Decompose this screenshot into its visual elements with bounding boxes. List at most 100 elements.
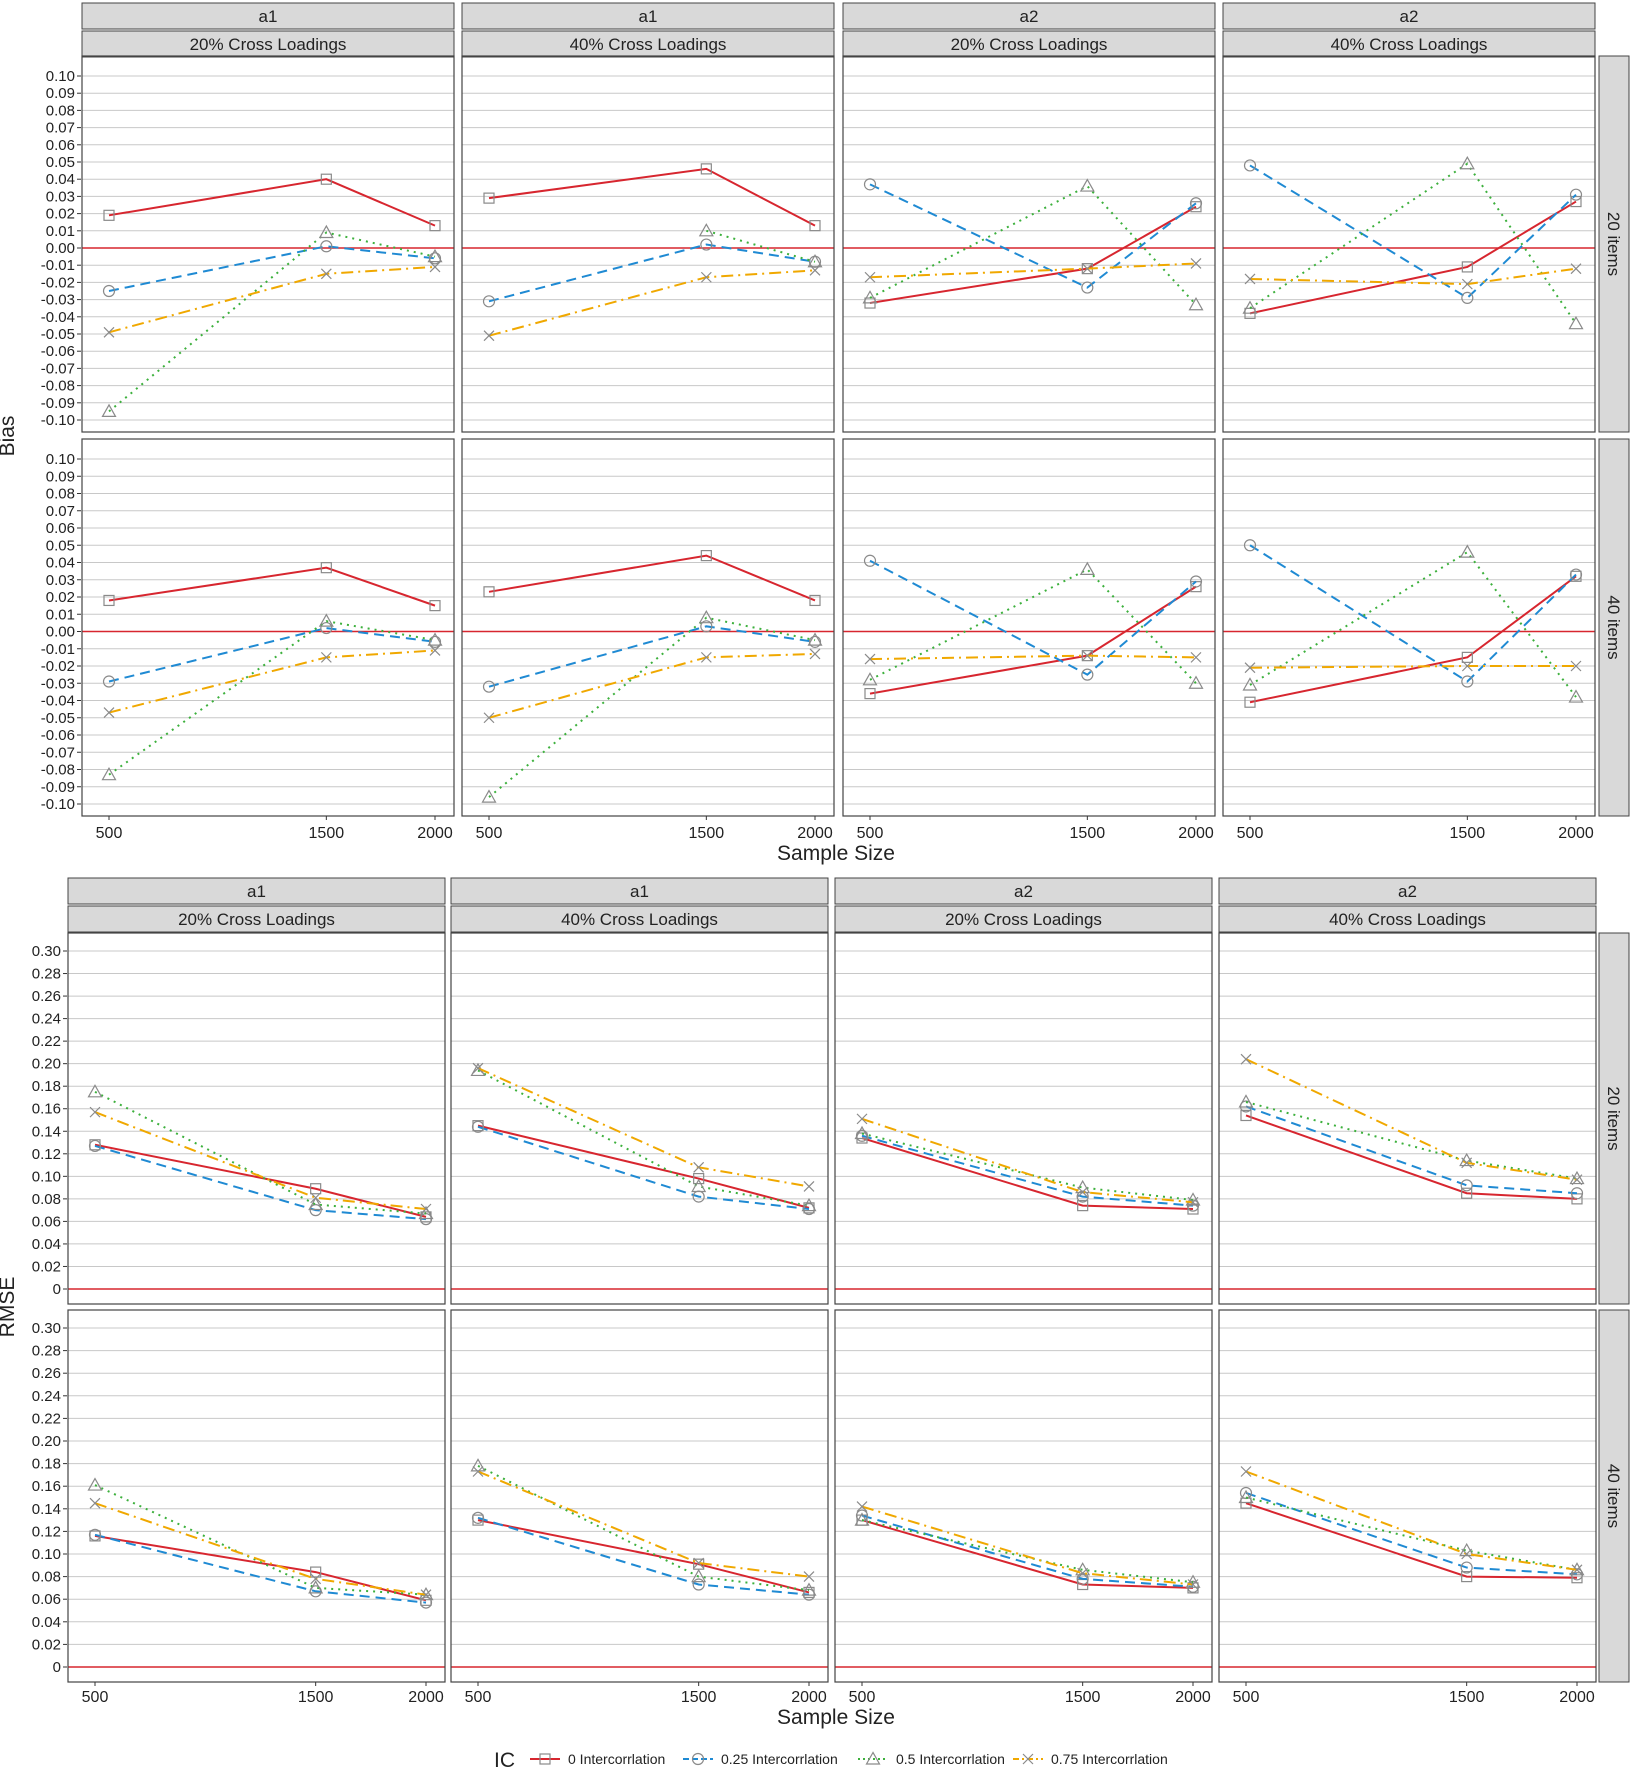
y-tick-label: 0.04 (32, 1614, 61, 1631)
circle-marker (1081, 668, 1094, 681)
square-marker (1077, 1200, 1089, 1212)
plot-panel (67, 932, 446, 1305)
circle-marker (482, 295, 496, 308)
triangle-marker (1568, 315, 1584, 330)
facet-label-param: a2 (1398, 882, 1417, 901)
series-line-ic75 (477, 1470, 810, 1578)
y-tick-label: 0.14 (32, 1123, 61, 1140)
y-tick-label: -0.02 (41, 658, 75, 675)
facet-strip-loading (1222, 30, 1596, 58)
y-tick-label: 0.00 (46, 624, 75, 641)
cross-marker (1570, 660, 1582, 672)
triangle-marker (470, 1458, 486, 1472)
y-tick-label: 0.26 (32, 1365, 61, 1382)
cross-marker (420, 1589, 432, 1601)
circle-marker (808, 635, 822, 648)
y-tick-label: 0.20 (32, 1433, 61, 1450)
cross-marker (864, 653, 876, 665)
square-marker (1570, 195, 1582, 208)
cross-marker (429, 645, 441, 656)
y-tick-label: -0.04 (41, 309, 75, 326)
series-line-ic75 (861, 1117, 1194, 1204)
cross-marker (1081, 650, 1093, 662)
y-tick-label: 0.08 (32, 1191, 61, 1208)
y-tick-label: -0.02 (41, 274, 75, 291)
y-tick-label: 0.10 (32, 1168, 61, 1185)
x-tick-label: 1500 (681, 1689, 717, 1706)
facet-label-param: a1 (639, 7, 658, 26)
y-tick-label: 0.18 (32, 1078, 61, 1095)
series-line-ic25 (861, 1514, 1194, 1588)
triangle-marker (87, 1084, 103, 1098)
cross-marker (1244, 273, 1256, 285)
cross-marker (89, 1106, 101, 1118)
y-tick-label: 0 (53, 1659, 61, 1676)
square-marker (1461, 1570, 1473, 1583)
y-tick-label: 0.14 (32, 1501, 61, 1518)
series-line-ic75 (869, 654, 1197, 661)
facet-label-param: a2 (1020, 7, 1039, 26)
y-tick-label: -0.04 (41, 693, 75, 710)
series-line-ic75 (1245, 1470, 1578, 1571)
triangle-marker (308, 1580, 324, 1594)
panel-border (81, 438, 455, 817)
cross-marker (483, 712, 495, 724)
series-line-ic25 (861, 1134, 1194, 1207)
circle-marker (1186, 1199, 1200, 1212)
panel-border (1222, 438, 1596, 817)
cross-marker (1461, 1157, 1473, 1169)
y-tick-label: -0.01 (41, 257, 75, 274)
y-tick-label: -0.06 (41, 343, 75, 360)
y-tick-label: 0.06 (32, 1591, 61, 1608)
square-marker (693, 1172, 705, 1185)
circle-marker (471, 1511, 485, 1524)
x-tick-label: 500 (96, 825, 123, 842)
x-tick-label: 500 (1233, 1689, 1260, 1706)
square-marker (809, 594, 821, 607)
facet-label-loading: 20% Cross Loadings (178, 910, 335, 929)
facet-label-loading: 20% Cross Loadings (951, 35, 1108, 54)
cross-marker (693, 1161, 705, 1173)
square-marker (310, 1183, 322, 1195)
y-tick-label: -0.07 (41, 360, 75, 377)
triangle-marker (862, 672, 878, 686)
y-tick-label: 0.03 (46, 188, 75, 205)
series-line-ic0 (869, 585, 1197, 695)
y-tick-label: 0.02 (46, 206, 75, 223)
y-tick-label: -0.05 (41, 326, 75, 343)
triangle-marker (427, 248, 443, 263)
series-line-ic50 (108, 231, 436, 413)
triangle-marker (1459, 156, 1475, 170)
panel-border (1218, 1309, 1597, 1683)
y-tick-label: -0.10 (41, 796, 75, 813)
plot-panel (1222, 438, 1596, 817)
y-tick-label: 0.08 (46, 102, 75, 119)
y-tick-label: 0.06 (46, 520, 75, 537)
y-tick-label: 0.08 (46, 486, 75, 503)
plot-panel (1222, 55, 1596, 433)
series-line-ic25 (1245, 1105, 1578, 1195)
panel-border (67, 1309, 446, 1683)
series-line-ic25 (94, 1144, 427, 1221)
square-marker (809, 220, 821, 232)
cross-marker (483, 330, 495, 342)
cross-marker (809, 648, 821, 660)
series-line-ic25 (108, 627, 436, 683)
series-line-ic0 (94, 1534, 427, 1602)
series-line-ic75 (861, 1505, 1194, 1586)
triangle-marker (801, 1197, 817, 1212)
facet-strip-loading (834, 905, 1213, 933)
series-line-ic0 (1249, 200, 1577, 315)
x-tick-label: 2000 (791, 1689, 827, 1706)
cross-marker (1571, 1174, 1583, 1186)
cross-marker (1244, 662, 1256, 674)
y-tick-label: 0.26 (32, 988, 61, 1005)
y-tick-label: 0.24 (32, 1388, 61, 1405)
series-line-ic50 (488, 616, 816, 798)
triangle-marker (691, 1568, 707, 1583)
cross-marker (103, 326, 115, 338)
x-tick-label: 500 (857, 825, 884, 842)
triangle-marker (1459, 544, 1475, 558)
cross-marker (700, 271, 712, 283)
y-tick-label: -0.06 (41, 727, 75, 744)
